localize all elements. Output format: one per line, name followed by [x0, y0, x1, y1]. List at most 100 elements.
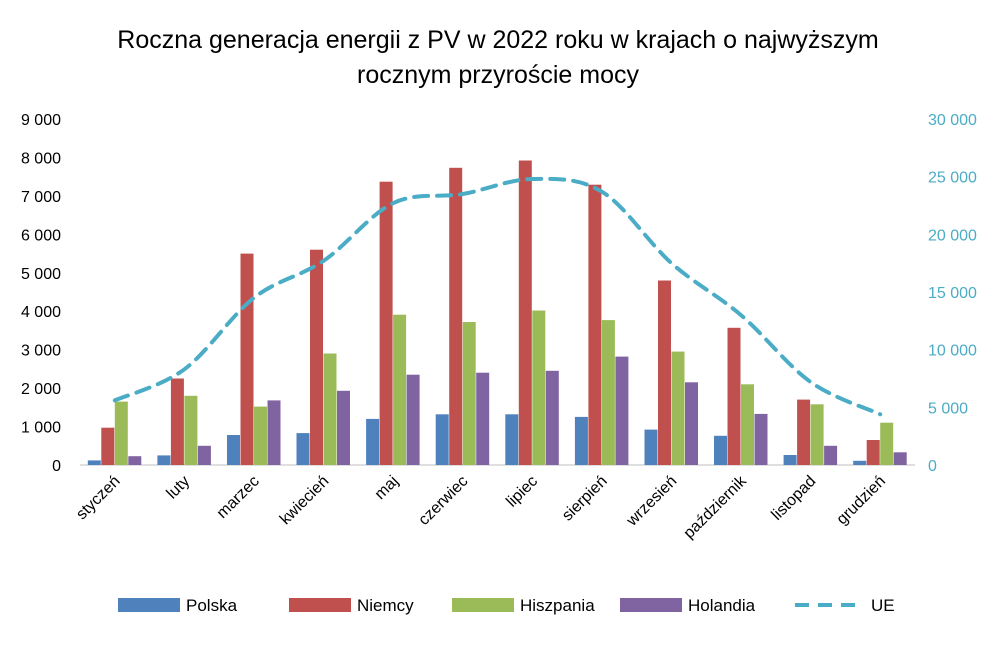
legend-label: Holandia: [688, 596, 756, 615]
bar-niemcy-9: [727, 327, 741, 465]
left-axis-tick-label: 2 000: [21, 381, 61, 398]
bar-polska-10: [783, 455, 797, 465]
category-label: kwiecień: [277, 473, 332, 528]
bar-hiszpania-1: [184, 395, 198, 465]
category-label: wrzesień: [623, 473, 680, 530]
bar-holandia-0: [128, 456, 142, 465]
bar-hiszpania-6: [532, 310, 546, 465]
bar-hiszpania-7: [601, 320, 615, 465]
category-label: marzec: [214, 473, 263, 522]
legend-item-ue: UE: [795, 596, 895, 615]
bar-holandia-1: [197, 445, 211, 465]
category-label: styczeń: [73, 473, 123, 523]
bar-niemcy-5: [449, 167, 463, 466]
left-axis-tick-label: 1 000: [21, 420, 61, 437]
line-series-group: [112, 176, 883, 417]
legend-item-niemcy: Niemcy: [289, 596, 414, 615]
bar-holandia-11: [893, 452, 907, 465]
bar-niemcy-11: [866, 440, 880, 465]
bar-niemcy-4: [379, 181, 393, 465]
bar-polska-11: [853, 460, 867, 465]
bar-holandia-9: [754, 413, 768, 465]
bar-holandia-10: [824, 445, 838, 465]
right-axis-tick-label: 25 000: [928, 170, 977, 187]
left-axis-tick-label: 5 000: [21, 266, 61, 283]
bar-polska-6: [505, 414, 519, 465]
bar-niemcy-8: [658, 280, 671, 465]
category-label: czerwiec: [416, 473, 472, 529]
bar-hiszpania-0: [114, 401, 128, 465]
chart-legend: Polska Niemcy Hiszpania Holandia UE: [118, 596, 895, 615]
bar-niemcy-3: [310, 249, 323, 465]
right-axis-ticks: 0 5 000 10 000 15 000 20 000 25 000 30 000: [928, 112, 977, 475]
bar-hiszpania-3: [323, 353, 337, 465]
category-label: lipiec: [503, 473, 541, 511]
bar-holandia-2: [267, 400, 281, 465]
legend-swatch: [289, 598, 351, 612]
right-axis-tick-label: 15 000: [928, 285, 977, 302]
right-axis-tick-label: 30 000: [928, 112, 977, 129]
legend-label: UE: [871, 596, 895, 615]
legend-swatch: [620, 598, 682, 612]
left-axis-tick-label: 0: [52, 458, 61, 475]
bar-hiszpania-11: [880, 422, 894, 465]
legend-label: Hiszpania: [520, 596, 595, 615]
bar-polska-4: [366, 418, 380, 465]
left-axis-ticks: 0 1 000 2 000 3 000 4 000 5 000 6 000 7 000 8 00…: [21, 112, 61, 475]
right-axis-tick-label: 0: [928, 458, 937, 475]
bar-hiszpania-5: [462, 322, 476, 465]
left-axis-tick-label: 9 000: [21, 112, 61, 129]
category-labels: styczeń luty marzec kwiecień maj czerwiec lipi…: [73, 472, 889, 542]
bar-polska-3: [296, 433, 310, 465]
bar-holandia-6: [545, 370, 559, 465]
legend-item-polska: Polska: [118, 596, 238, 615]
legend-item-holandia: Holandia: [620, 596, 756, 615]
bar-hiszpania-8: [671, 351, 685, 465]
bar-niemcy-10: [797, 399, 811, 465]
category-label: grudzień: [834, 473, 889, 528]
bar-hiszpania-10: [810, 404, 824, 465]
bar-polska-8: [644, 429, 658, 465]
bar-holandia-3: [337, 390, 350, 465]
left-axis-tick-label: 8 000: [21, 150, 61, 167]
bar-holandia-7: [615, 356, 629, 465]
bar-niemcy-6: [518, 160, 532, 465]
bar-polska-5: [435, 414, 449, 465]
bar-niemcy-1: [170, 378, 184, 465]
bar-holandia-4: [406, 374, 420, 465]
left-axis-tick-label: 7 000: [21, 189, 61, 206]
chart-title: Roczna generacja energii z PV w 2022 rok…: [117, 26, 878, 89]
bar-hiszpania-4: [393, 314, 407, 465]
bar-holandia-5: [476, 372, 490, 465]
bar-niemcy-0: [101, 427, 115, 465]
legend-swatch: [118, 598, 180, 612]
category-label: październik: [681, 472, 751, 542]
left-axis-tick-label: 4 000: [21, 304, 61, 321]
left-axis-tick-label: 3 000: [21, 343, 61, 360]
legend-item-hiszpania: Hiszpania: [452, 596, 595, 615]
category-label: maj: [372, 473, 402, 503]
category-label: listopad: [768, 473, 819, 524]
bar-polska-7: [574, 416, 588, 465]
bar-polska-0: [87, 460, 101, 465]
legend-swatch: [452, 598, 514, 612]
bar-holandia-8: [685, 382, 698, 465]
left-axis-tick-label: 6 000: [21, 227, 61, 244]
category-label: sierpień: [559, 473, 611, 525]
legend-label: Niemcy: [357, 596, 414, 615]
category-label: luty: [164, 473, 194, 503]
bar-niemcy-7: [588, 184, 602, 465]
bar-hiszpania-2: [254, 406, 267, 465]
bar-polska-9: [714, 435, 727, 465]
chart-title-line-2: rocznym przyroście mocy: [357, 61, 639, 89]
bar-series-group: [87, 160, 907, 466]
bar-polska-2: [227, 435, 240, 465]
chart-title-line-1: Roczna generacja energii z PV w 2022 rok…: [117, 26, 878, 54]
bar-niemcy-2: [240, 253, 254, 465]
right-axis-tick-label: 5 000: [928, 400, 968, 417]
line-ue: [112, 176, 883, 417]
bar-polska-1: [157, 455, 171, 465]
right-axis-tick-label: 10 000: [928, 343, 977, 360]
